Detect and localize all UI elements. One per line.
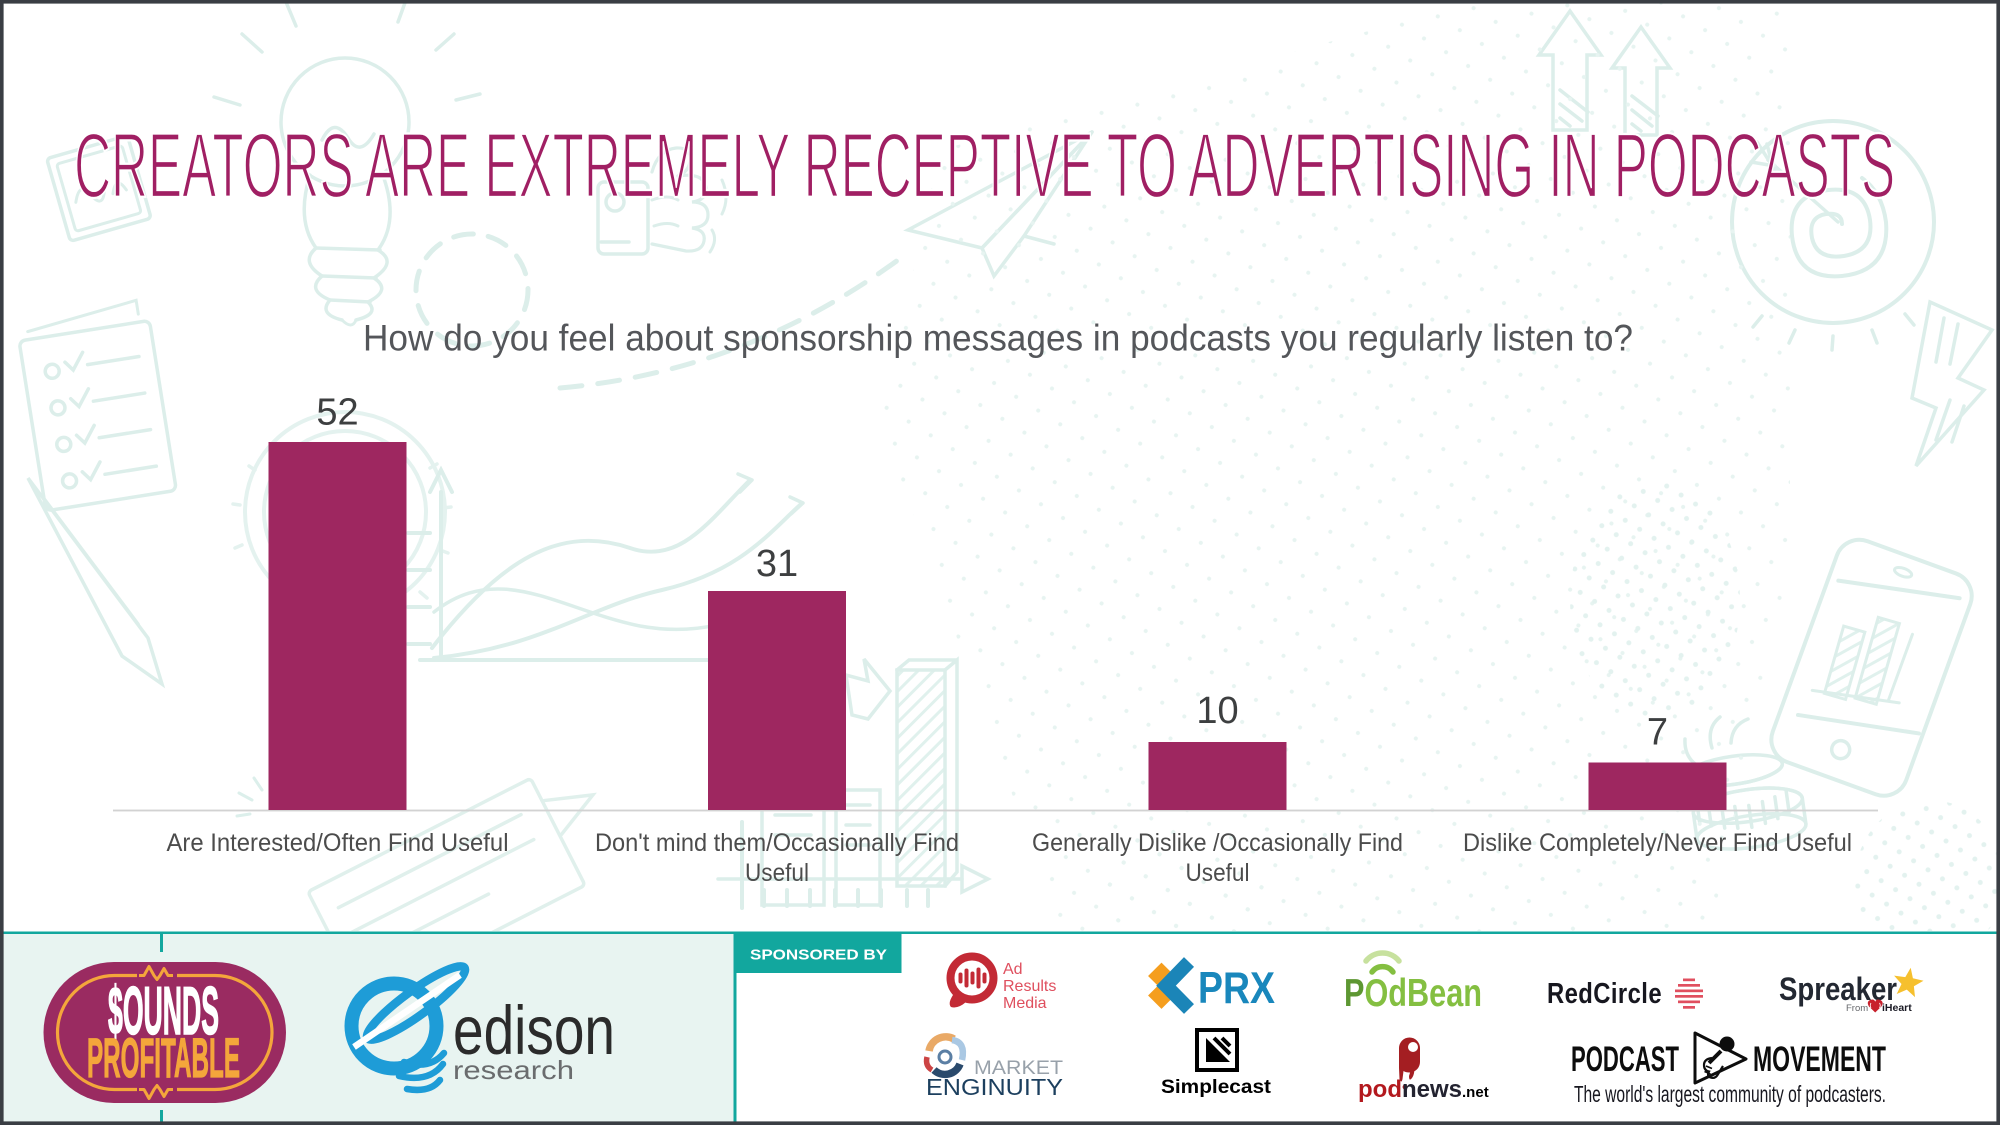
svg-text:Simplecast: Simplecast xyxy=(1161,1077,1272,1098)
svg-text:PODCAST: PODCAST xyxy=(1571,1040,1679,1079)
svg-text:Results: Results xyxy=(1003,978,1056,995)
svg-text:Media: Media xyxy=(1003,995,1047,1012)
svg-text:31: 31 xyxy=(756,543,798,585)
svg-text:research: research xyxy=(453,1055,574,1085)
svg-text:podnews.net: podnews.net xyxy=(1358,1076,1489,1103)
svg-text:Dislike Completely/Never Find: Dislike Completely/Never Find Useful xyxy=(1463,829,1852,857)
svg-text:How do you feel about sponsors: How do you feel about sponsorship messag… xyxy=(363,317,1633,358)
svg-text:MOVEMENT: MOVEMENT xyxy=(1753,1040,1886,1079)
svg-text:SPONSORED BY: SPONSORED BY xyxy=(750,947,887,964)
svg-text:Useful: Useful xyxy=(1186,859,1250,887)
svg-text:Generally Dislike /Occasionall: Generally Dislike /Occasionally Find xyxy=(1032,829,1403,857)
svg-text:RedCircle: RedCircle xyxy=(1547,978,1662,1010)
svg-text:Useful: Useful xyxy=(745,859,809,887)
svg-text:52: 52 xyxy=(316,392,358,434)
svg-text:edison: edison xyxy=(453,992,615,1069)
svg-text:Ad: Ad xyxy=(1003,961,1023,978)
svg-text:MARKET: MARKET xyxy=(974,1058,1063,1079)
svg-text:Are Interested/Often Find Usef: Are Interested/Often Find Useful xyxy=(167,829,509,857)
svg-text:CREATORS ARE EXTREMELY RECEPTI: CREATORS ARE EXTREMELY RECEPTIVE TO ADVE… xyxy=(74,115,1895,217)
svg-text:7: 7 xyxy=(1647,712,1668,754)
svg-text:$OUNDS: $OUNDS xyxy=(108,973,219,1049)
svg-text:iHeart: iHeart xyxy=(1882,1002,1912,1014)
svg-text:From: From xyxy=(1846,1003,1868,1014)
svg-text:The world's largest community: The world's largest community of podcast… xyxy=(1574,1081,1886,1107)
svg-text:Don't mind them/Occasionally F: Don't mind them/Occasionally Find xyxy=(595,829,959,857)
svg-text:PROFITABLE: PROFITABLE xyxy=(87,1026,240,1089)
svg-text:POdBean: POdBean xyxy=(1344,972,1482,1015)
svg-text:PRX: PRX xyxy=(1198,964,1275,1013)
svg-text:ENGINUITY: ENGINUITY xyxy=(926,1074,1063,1100)
svg-text:10: 10 xyxy=(1196,690,1238,732)
